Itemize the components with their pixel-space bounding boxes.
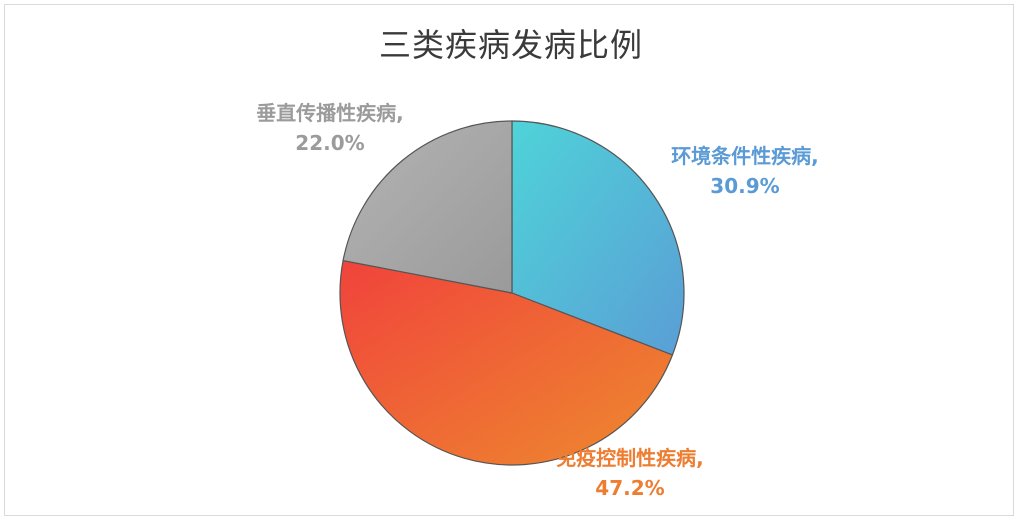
- slice-label-1: 环境条件性疾病,: [671, 144, 819, 168]
- chart-title: 三类疾病发病比例: [378, 26, 643, 64]
- slice-label-2: 免疫控制性疾病,: [556, 446, 704, 470]
- slice-value-label-1: 30.9%: [710, 174, 779, 198]
- pie-slice-3: [342, 120, 513, 294]
- pie-slice-1: [511, 120, 685, 356]
- slice-value-label-3: 22.0%: [295, 131, 364, 155]
- pie-slice-2: [339, 259, 674, 466]
- slice-label-3: 垂直传播性疾病,: [256, 101, 404, 125]
- slice-value-label-2: 47.2%: [595, 476, 664, 500]
